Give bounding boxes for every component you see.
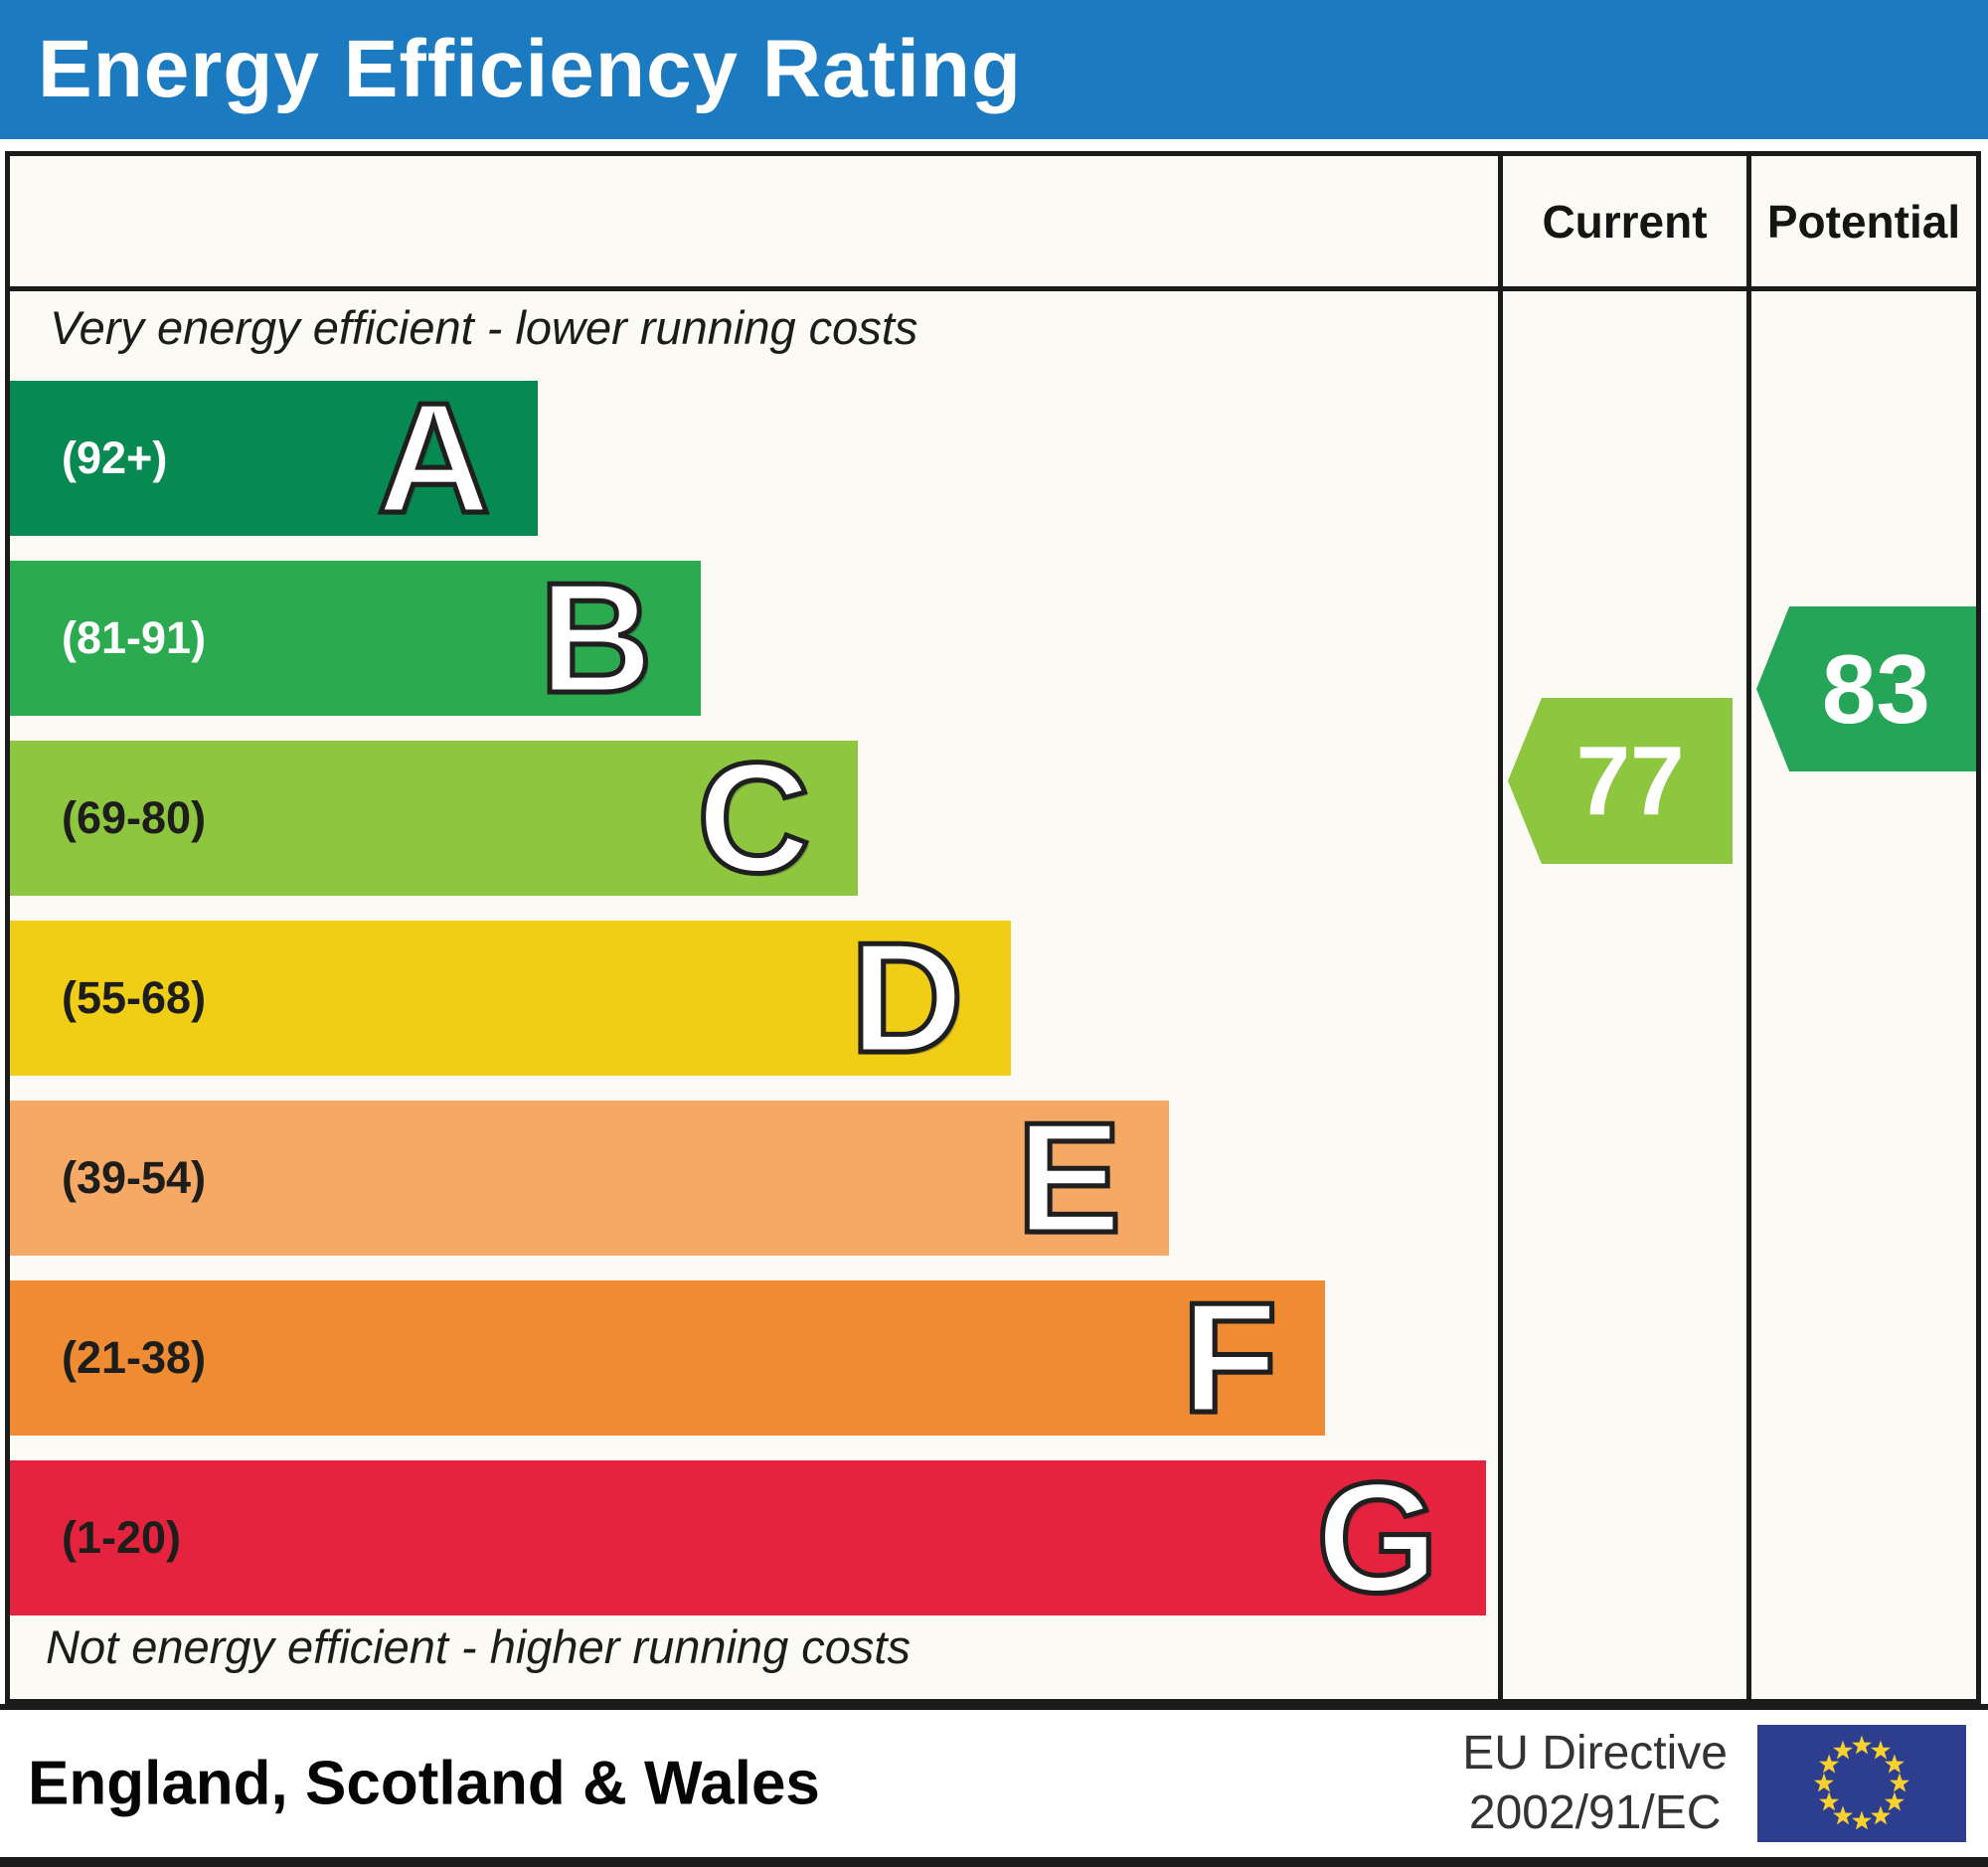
potential-rating-value: 83	[1821, 633, 1930, 744]
band-g-letter: G	[1314, 1450, 1441, 1625]
region-label: England, Scotland & Wales	[28, 1749, 820, 1818]
band-g: (1-20) G	[10, 1450, 1487, 1625]
potential-pointer: 83	[1756, 606, 1976, 771]
band-c: (69-80) C	[10, 731, 859, 906]
band-e-letter: E	[1014, 1091, 1123, 1266]
band-c-letter: C	[695, 731, 813, 906]
footer: England, Scotland & Wales EU Directive 2…	[0, 1704, 1988, 1867]
band-a-letter: A	[375, 371, 493, 546]
column-divider-potential	[1746, 156, 1751, 1699]
banner: Energy Efficiency Rating	[0, 0, 1988, 139]
eu-directive-label: EU Directive 2002/91/EC	[1462, 1724, 1728, 1843]
current-rating-value: 77	[1575, 726, 1685, 835]
band-d-range: (55-68)	[62, 972, 207, 1023]
eu-flag-icon	[1757, 1725, 1966, 1842]
current-pointer: 77	[1508, 698, 1733, 864]
eu-directive-line1: EU Directive	[1462, 1727, 1728, 1780]
band-g-range: (1-20)	[62, 1512, 182, 1563]
band-f-letter: F	[1179, 1271, 1279, 1445]
band-d-letter: D	[848, 911, 966, 1086]
bands-area: Very energy efficient - lower running co…	[10, 156, 1498, 1699]
band-b-range: (81-91)	[62, 612, 207, 663]
band-e-range: (39-54)	[62, 1152, 207, 1203]
bottom-caption: Not energy efficient - higher running co…	[46, 1620, 911, 1673]
band-e: (39-54) E	[10, 1091, 1170, 1266]
band-b: (81-91) B	[10, 551, 701, 726]
band-d: (55-68) D	[10, 911, 1012, 1086]
band-c-range: (69-80)	[62, 792, 207, 843]
column-divider-current	[1498, 156, 1503, 1699]
band-b-letter: B	[537, 551, 655, 726]
band-a: (92+) A	[10, 371, 539, 546]
current-column-header: Current	[1542, 195, 1708, 248]
top-caption: Very energy efficient - lower running co…	[50, 301, 918, 354]
band-f: (21-38) F	[10, 1271, 1326, 1445]
rating-chart: Current Potential Very energy efficient …	[5, 151, 1981, 1704]
page-title: Energy Efficiency Rating	[38, 24, 1023, 114]
potential-column-header: Potential	[1766, 195, 1961, 248]
eu-directive-line2: 2002/91/EC	[1468, 1786, 1722, 1839]
band-a-range: (92+)	[62, 432, 168, 483]
band-f-range: (21-38)	[62, 1332, 207, 1383]
header-divider	[10, 286, 1976, 291]
